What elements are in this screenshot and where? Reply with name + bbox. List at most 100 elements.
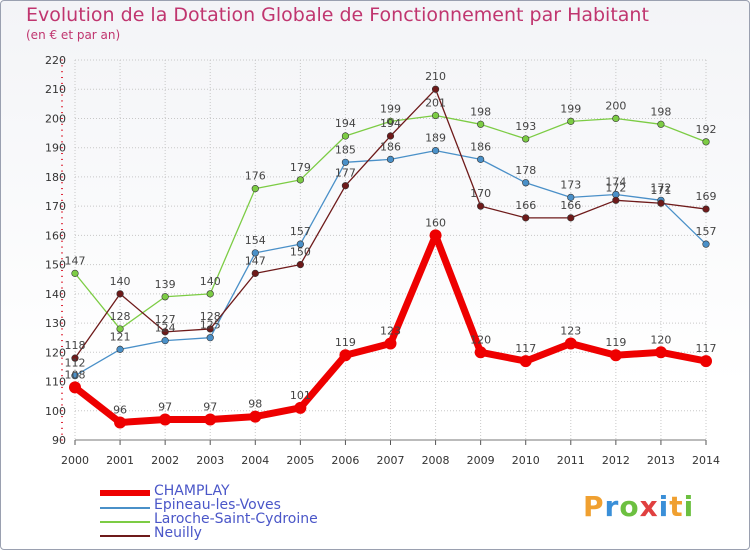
data-point xyxy=(339,349,352,362)
x-tick-label: 2007 xyxy=(377,454,405,467)
data-label: 166 xyxy=(515,199,536,212)
data-label: 194 xyxy=(380,117,401,130)
logo-letter: i xyxy=(683,490,695,523)
data-point xyxy=(386,155,395,163)
legend-swatch xyxy=(100,490,150,496)
logo-letter: P xyxy=(583,490,605,523)
data-label: 139 xyxy=(155,278,176,291)
chart-title: Evolution de la Dotation Globale de Fonc… xyxy=(26,4,649,26)
data-label: 120 xyxy=(470,333,491,346)
data-label: 108 xyxy=(65,368,86,381)
y-tick-label: 120 xyxy=(45,346,66,359)
data-label: 118 xyxy=(65,339,86,352)
data-point xyxy=(204,413,217,426)
data-point xyxy=(116,345,124,353)
x-tick-label: 2005 xyxy=(286,454,314,467)
data-label: 198 xyxy=(650,105,671,118)
data-point xyxy=(251,185,259,193)
data-label: 166 xyxy=(560,199,581,212)
data-point xyxy=(612,114,620,123)
data-point xyxy=(567,214,575,222)
data-label: 171 xyxy=(650,184,671,197)
data-label: 199 xyxy=(560,102,581,115)
x-tick-label: 2002 xyxy=(151,454,179,467)
data-point xyxy=(159,413,172,426)
data-point xyxy=(522,179,530,187)
y-tick-labels: 90 100 110 120 130 140 150 160 170 180 190 200 210 22… xyxy=(45,54,66,447)
data-point xyxy=(71,372,79,380)
series-lines xyxy=(69,85,712,429)
data-label: 120 xyxy=(650,333,671,346)
data-point xyxy=(206,334,214,342)
data-label: 179 xyxy=(290,161,311,174)
x-tick-label: 2011 xyxy=(557,454,585,467)
data-label: 127 xyxy=(155,313,176,326)
x-tick-label: 2006 xyxy=(331,454,359,467)
data-point xyxy=(341,158,350,166)
logo-letter: t xyxy=(669,490,684,523)
data-label: 154 xyxy=(245,234,266,247)
x-tick-label: 2009 xyxy=(467,454,495,467)
data-label: 157 xyxy=(696,225,717,238)
y-tick-label: 100 xyxy=(45,405,66,418)
data-point xyxy=(71,354,79,362)
y-tick-label: 110 xyxy=(45,376,66,389)
data-label: 200 xyxy=(605,99,626,112)
data-point xyxy=(114,416,127,429)
data-point xyxy=(431,111,440,120)
data-label: 140 xyxy=(110,275,131,288)
data-label: 201 xyxy=(425,97,446,110)
data-point xyxy=(702,205,710,213)
data-point xyxy=(296,240,304,248)
legend-swatch xyxy=(100,507,150,509)
data-label: 173 xyxy=(560,178,581,191)
y-tick-label: 190 xyxy=(45,142,66,155)
y-tick-label: 200 xyxy=(45,112,66,125)
data-point xyxy=(206,290,214,298)
data-label: 97 xyxy=(203,401,217,414)
data-label: 123 xyxy=(560,325,581,338)
data-label: 185 xyxy=(335,143,356,156)
data-label: 140 xyxy=(200,275,221,288)
data-label: 189 xyxy=(425,132,446,145)
data-label: 121 xyxy=(110,330,131,343)
axes xyxy=(61,59,707,445)
y-tick-label: 210 xyxy=(45,83,66,96)
data-label: 186 xyxy=(380,140,401,153)
data-label: 194 xyxy=(335,117,356,130)
data-point xyxy=(251,249,259,257)
data-label: 160 xyxy=(425,216,446,229)
data-point xyxy=(161,328,169,336)
y-tick-label: 160 xyxy=(45,229,66,242)
x-tick-label: 2004 xyxy=(241,454,269,467)
x-tick-label: 2013 xyxy=(647,454,675,467)
data-point xyxy=(657,199,665,207)
data-point xyxy=(384,337,397,350)
data-point xyxy=(431,85,440,93)
data-point xyxy=(386,132,395,140)
data-label: 117 xyxy=(515,342,536,355)
data-label: 96 xyxy=(113,403,127,416)
data-label: 192 xyxy=(696,123,717,136)
data-point xyxy=(477,202,485,210)
y-tick-label: 90 xyxy=(52,434,66,447)
y-tick-label: 180 xyxy=(45,171,66,184)
data-point xyxy=(341,132,350,140)
data-point xyxy=(386,117,395,125)
data-point xyxy=(564,337,577,350)
data-label: 117 xyxy=(696,342,717,355)
data-label: 147 xyxy=(245,254,266,267)
data-point xyxy=(477,120,485,128)
legend-swatch xyxy=(100,521,150,523)
data-label: 150 xyxy=(290,246,311,259)
x-tick-labels: 2000 2001 2002 2003 2004 2005 2006 2007 2008 2009… xyxy=(61,454,720,467)
legend-label: Laroche-Saint-Cydroine xyxy=(154,511,318,527)
y-tick-label: 150 xyxy=(45,259,66,272)
logo-letter: r xyxy=(604,490,620,523)
data-point xyxy=(116,290,124,298)
data-label: 125 xyxy=(200,319,221,332)
data-point xyxy=(431,147,440,155)
x-tick-label: 2000 xyxy=(61,454,89,467)
